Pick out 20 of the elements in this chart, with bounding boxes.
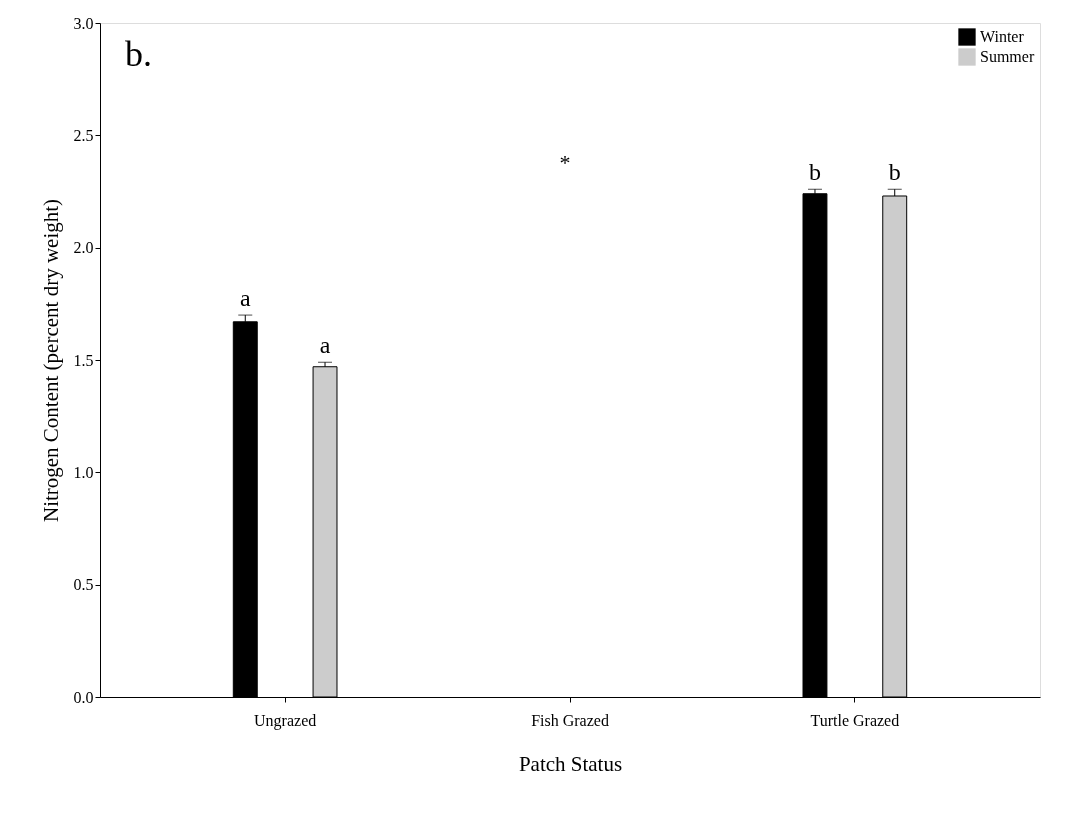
annotation: * <box>559 150 571 175</box>
legend-label: Summer <box>980 48 1035 65</box>
x-tick-label: Turtle Grazed <box>810 711 900 729</box>
data-label: b <box>888 159 901 186</box>
data-label: b <box>808 159 821 186</box>
y-tick-label: 1.0 <box>73 463 94 481</box>
data-label: a <box>239 285 251 312</box>
y-tick-label: 2.0 <box>73 239 94 257</box>
x-tick-label: Ungrazed <box>254 711 317 730</box>
y-tick-label: 1.5 <box>73 351 94 369</box>
data-label: a <box>319 332 331 359</box>
y-tick-label: 3.0 <box>73 14 94 32</box>
annotation: b. <box>125 34 152 74</box>
y-tick-label: 0.0 <box>73 688 94 706</box>
y-tick-label: 2.5 <box>73 126 94 144</box>
y-tick-label: 0.5 <box>73 576 94 594</box>
x-tick-label: Fish Grazed <box>531 711 609 729</box>
y-axis-title: Nitrogen Content (percent dry weight) <box>38 198 63 523</box>
x-axis-title: Patch Status <box>518 751 623 776</box>
legend-label: Winter <box>980 28 1025 45</box>
